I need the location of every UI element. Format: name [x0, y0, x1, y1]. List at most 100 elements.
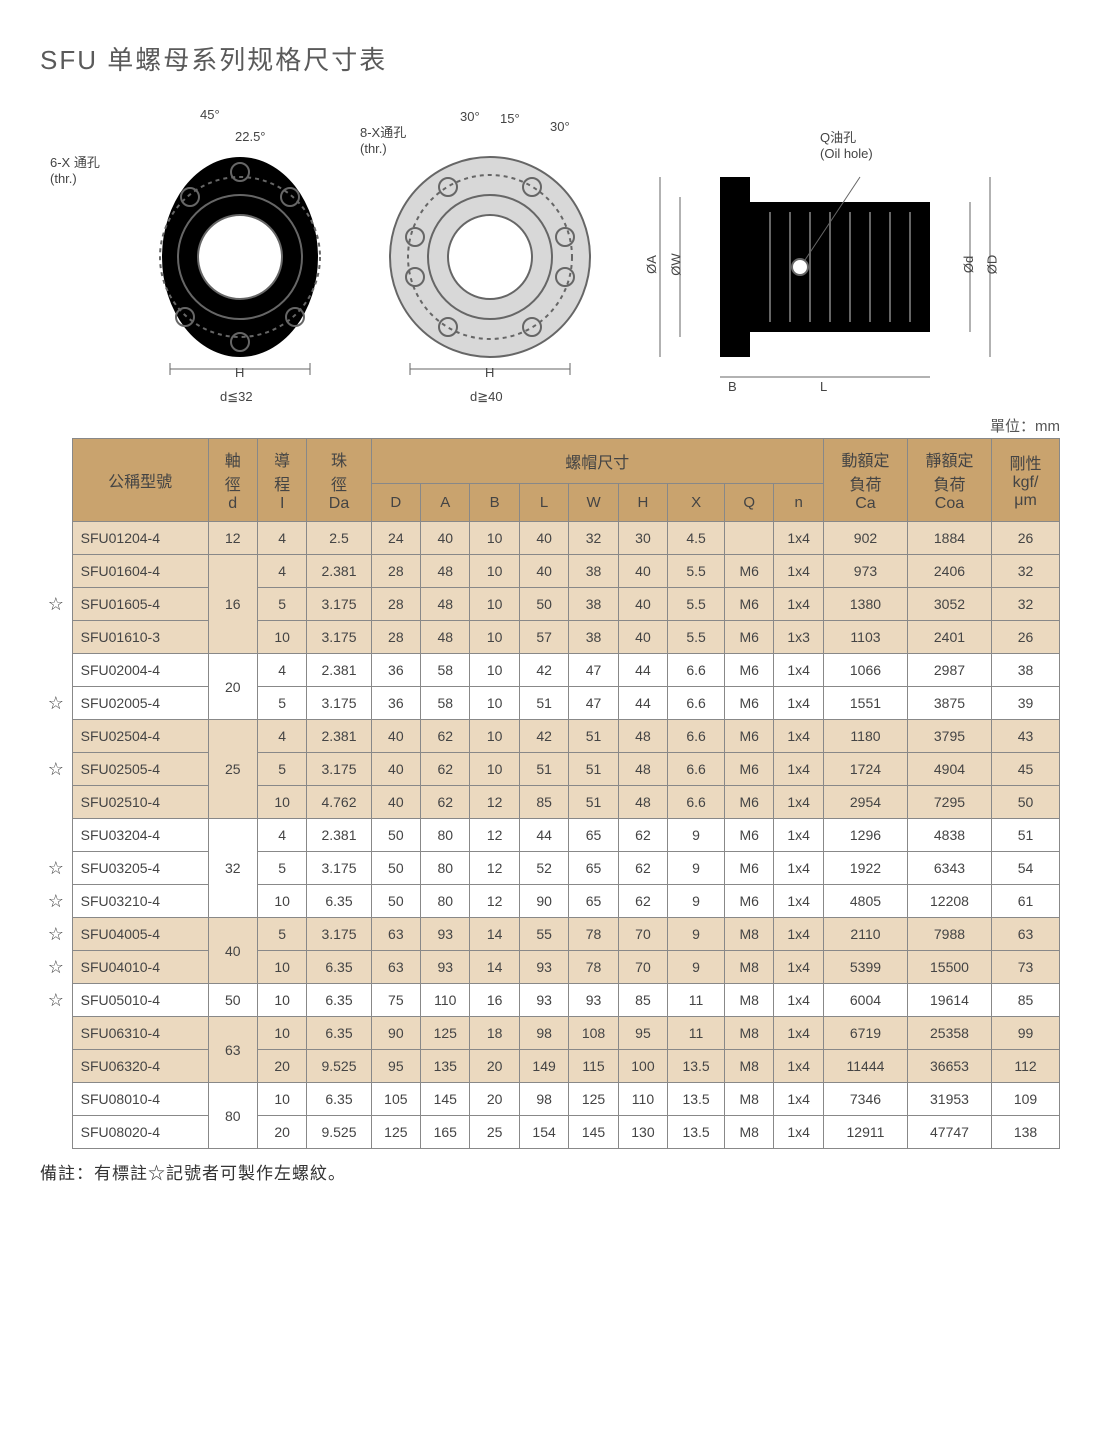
th-A: A: [421, 484, 470, 522]
th-Coa: 靜額定負荷Coa: [907, 439, 991, 522]
cell-Da: 3.175: [307, 918, 371, 951]
cell-Q: M6: [724, 720, 773, 753]
label-15: 15°: [500, 111, 520, 126]
cell-D: 63: [371, 918, 420, 951]
cell-Ca: 902: [823, 522, 907, 555]
cell-B: 25: [470, 1116, 519, 1149]
cell-model: SFU06320-4: [72, 1050, 208, 1083]
cell-I: 20: [257, 1050, 306, 1083]
cell-D: 40: [371, 720, 420, 753]
cell-H: 48: [618, 753, 667, 786]
cell-Q: M8: [724, 1083, 773, 1116]
cell-Ca: 6719: [823, 1017, 907, 1050]
label-H1: H: [235, 365, 244, 380]
cell-H: 130: [618, 1116, 667, 1149]
cell-Coa: 2401: [907, 621, 991, 654]
cell-model: SFU08010-4: [72, 1083, 208, 1116]
label-30b: 30°: [550, 119, 570, 134]
cell-K: 32: [991, 588, 1059, 621]
cell-W: 38: [569, 588, 618, 621]
cell-B: 12: [470, 852, 519, 885]
th-D: D: [371, 484, 420, 522]
cell-X: 4.5: [668, 522, 725, 555]
cell-model: SFU03205-4: [72, 852, 208, 885]
cell-n: 1x4: [774, 786, 824, 819]
th-Da: 珠徑Da: [307, 439, 371, 522]
label-d32: d≦32: [220, 389, 253, 405]
th-I: 導程I: [257, 439, 306, 522]
cell-Da: 6.35: [307, 885, 371, 918]
cell-H: 40: [618, 555, 667, 588]
table-row: ☆SFU04005-44053.1756393145578709M81x4211…: [40, 918, 1060, 951]
cell-model: SFU01604-4: [72, 555, 208, 588]
cell-X: 6.6: [668, 753, 725, 786]
cell-A: 80: [421, 852, 470, 885]
cell-X: 5.5: [668, 555, 725, 588]
cell-Q: M8: [724, 1050, 773, 1083]
star-mark: [40, 819, 72, 852]
label-thr6: 6-X 通孔 (thr.): [50, 152, 100, 186]
cell-W: 38: [569, 555, 618, 588]
cell-B: 10: [470, 588, 519, 621]
flange-small-icon: [130, 137, 350, 397]
cell-W: 65: [569, 852, 618, 885]
cell-B: 10: [470, 687, 519, 720]
cell-model: SFU02505-4: [72, 753, 208, 786]
cell-Q: M6: [724, 753, 773, 786]
cell-n: 1x4: [774, 852, 824, 885]
cell-n: 1x4: [774, 1017, 824, 1050]
cell-Ca: 5399: [823, 951, 907, 984]
cell-model: SFU01605-4: [72, 588, 208, 621]
label-B: B: [728, 379, 737, 394]
cell-D: 28: [371, 555, 420, 588]
cell-K: 109: [991, 1083, 1059, 1116]
th-X: X: [668, 484, 725, 522]
cell-X: 5.5: [668, 621, 725, 654]
cell-X: 9: [668, 918, 725, 951]
cell-model: SFU03204-4: [72, 819, 208, 852]
cell-Da: 3.175: [307, 753, 371, 786]
cell-Q: M6: [724, 555, 773, 588]
cell-A: 62: [421, 753, 470, 786]
cell-H: 70: [618, 918, 667, 951]
cell-H: 44: [618, 687, 667, 720]
cell-X: 11: [668, 1017, 725, 1050]
cell-Coa: 47747: [907, 1116, 991, 1149]
star-mark: [40, 1050, 72, 1083]
cell-model: SFU06310-4: [72, 1017, 208, 1050]
cell-Da: 6.35: [307, 1083, 371, 1116]
cell-X: 9: [668, 852, 725, 885]
cell-model: SFU08020-4: [72, 1116, 208, 1149]
cell-d: 32: [208, 819, 257, 918]
cell-Da: 2.381: [307, 555, 371, 588]
cell-A: 48: [421, 555, 470, 588]
cell-model: SFU04010-4: [72, 951, 208, 984]
cell-H: 44: [618, 654, 667, 687]
cell-H: 40: [618, 621, 667, 654]
label-H2: H: [485, 365, 494, 380]
cell-I: 5: [257, 687, 306, 720]
cell-d: 80: [208, 1083, 257, 1149]
cell-X: 6.6: [668, 720, 725, 753]
cell-D: 36: [371, 687, 420, 720]
cell-model: SFU02510-4: [72, 786, 208, 819]
cell-L: 42: [519, 720, 568, 753]
cell-X: 11: [668, 984, 725, 1017]
cell-L: 93: [519, 951, 568, 984]
cell-D: 50: [371, 819, 420, 852]
cell-D: 40: [371, 786, 420, 819]
th-L: L: [519, 484, 568, 522]
cell-H: 62: [618, 819, 667, 852]
cell-Da: 2.381: [307, 654, 371, 687]
cell-W: 65: [569, 885, 618, 918]
cell-Coa: 3052: [907, 588, 991, 621]
cell-Ca: 1180: [823, 720, 907, 753]
cell-L: 40: [519, 555, 568, 588]
table-row: ☆SFU04010-4106.356393149378709M81x453991…: [40, 951, 1060, 984]
cell-A: 93: [421, 918, 470, 951]
cell-X: 9: [668, 885, 725, 918]
cell-H: 62: [618, 885, 667, 918]
cell-n: 1x4: [774, 885, 824, 918]
cell-X: 13.5: [668, 1116, 725, 1149]
footnote: 備註：有標註☆記號者可製作左螺紋。: [40, 1159, 1060, 1184]
